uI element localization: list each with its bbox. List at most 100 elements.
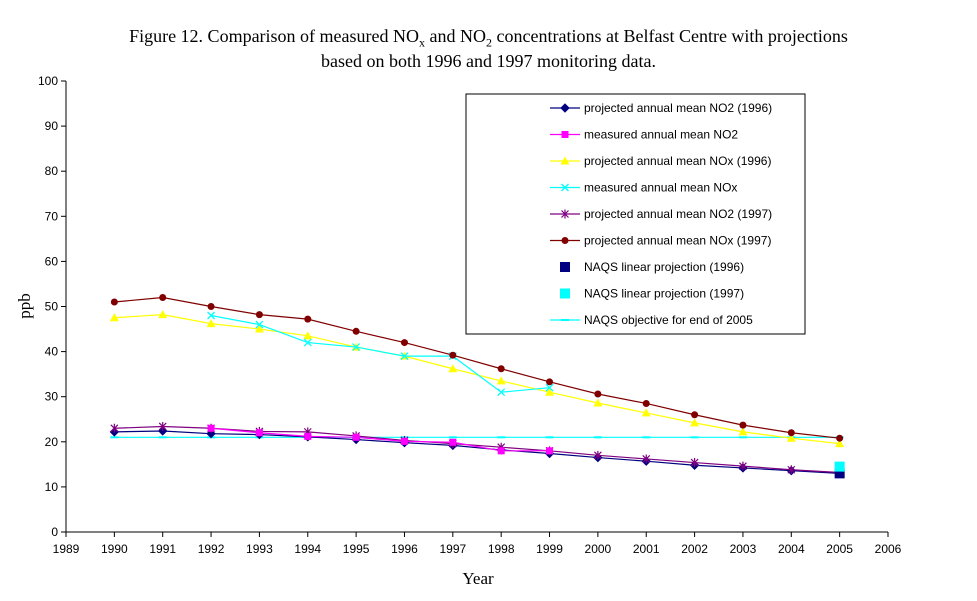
x-tick-label: 2003 xyxy=(730,542,757,556)
legend-marker xyxy=(560,156,570,165)
data-point xyxy=(400,352,409,361)
data-point xyxy=(593,450,602,460)
data-point xyxy=(642,454,651,464)
data-point xyxy=(690,418,700,427)
y-tick-label: 80 xyxy=(45,164,59,178)
legend-marker xyxy=(560,288,570,299)
legend-label: projected annual mean NOx (1997) xyxy=(584,234,771,248)
data-point xyxy=(594,390,602,398)
y-tick-label: 70 xyxy=(45,209,59,223)
legend-marker xyxy=(560,103,570,113)
legend-label: NAQS linear projection (1996) xyxy=(584,260,744,274)
legend-label: projected annual mean NO2 (1996) xyxy=(584,101,772,115)
data-point xyxy=(255,429,263,437)
x-tick-label: 2006 xyxy=(875,542,902,556)
data-point xyxy=(497,447,505,455)
data-point xyxy=(739,421,747,429)
y-tick-label: 100 xyxy=(38,74,58,88)
data-point xyxy=(352,343,361,352)
data-point xyxy=(207,303,215,310)
data-point xyxy=(786,433,796,442)
axes: 0 10 20 30 40 50 60 70 80 90 100 1989 1990 1991 1992 19… xyxy=(38,74,902,556)
data-point xyxy=(352,433,360,441)
chart-title-line-1: Figure 12. Comparison of measured NOx an… xyxy=(129,26,848,50)
data-point xyxy=(255,311,263,319)
x-tick-label: 2002 xyxy=(681,542,708,556)
legend-marker xyxy=(561,131,569,138)
data-point xyxy=(738,427,748,436)
series-line xyxy=(114,430,840,474)
data-point xyxy=(304,432,312,440)
data-point xyxy=(303,331,313,340)
series-line xyxy=(210,314,550,393)
data-point xyxy=(496,376,506,385)
legend: projected annual mean NO2 (1996) measured… xyxy=(465,93,806,335)
data-point xyxy=(207,311,216,320)
data-point xyxy=(690,458,699,468)
x-tick-label: 1993 xyxy=(246,542,273,556)
data-point xyxy=(159,293,167,301)
data-point xyxy=(110,298,118,306)
data-point xyxy=(254,324,264,333)
y-tick-label: 10 xyxy=(45,480,59,494)
legend-marker xyxy=(561,183,569,192)
data-point xyxy=(787,465,796,475)
legend-label: NAQS linear projection (1997) xyxy=(584,287,744,301)
y-tick-label: 60 xyxy=(45,254,59,268)
y-tick-label: 30 xyxy=(45,390,59,404)
data-point xyxy=(546,378,554,386)
x-tick-label: 1996 xyxy=(391,542,418,556)
y-tick-label: 50 xyxy=(45,300,59,314)
data-point xyxy=(642,399,650,407)
data-point xyxy=(158,310,168,319)
legend-label: NAQS objective for end of 2005 xyxy=(584,313,753,327)
data-point xyxy=(739,461,747,471)
series-6 xyxy=(834,468,845,479)
legend-box xyxy=(465,93,806,335)
data-point xyxy=(641,408,651,417)
data-point xyxy=(304,315,312,323)
series-7 xyxy=(834,461,845,472)
data-point xyxy=(449,351,457,359)
data-point xyxy=(255,320,264,329)
data-point xyxy=(593,398,603,407)
x-tick-label: 2005 xyxy=(826,542,853,556)
legend-marker xyxy=(561,237,569,244)
x-tick-label: 2004 xyxy=(778,542,805,556)
x-tick-label: 1991 xyxy=(149,542,176,556)
x-tick-label: 1995 xyxy=(343,542,370,556)
legend-marker xyxy=(560,262,570,272)
x-tick-label: 1990 xyxy=(101,542,128,556)
series-0 xyxy=(109,426,845,479)
data-point xyxy=(448,364,458,373)
series-line xyxy=(114,425,840,474)
data-point xyxy=(787,429,795,437)
data-point xyxy=(834,468,845,479)
data-point xyxy=(110,423,119,433)
x-axis-title: Year xyxy=(462,569,494,588)
data-point xyxy=(449,438,457,446)
data-point xyxy=(158,421,167,431)
legend-label: measured annual mean NO2 xyxy=(584,128,738,142)
data-point xyxy=(545,387,555,396)
data-point xyxy=(352,327,360,335)
legend-label: projected annual mean NO2 (1997) xyxy=(584,207,772,221)
series-layer xyxy=(109,293,845,479)
data-point xyxy=(109,313,119,322)
data-point xyxy=(546,447,554,455)
data-point xyxy=(835,439,845,448)
data-point xyxy=(497,388,506,397)
legend-marker xyxy=(561,209,569,219)
y-tick-label: 0 xyxy=(51,525,58,539)
data-point xyxy=(834,461,845,472)
x-tick-label: 1992 xyxy=(198,542,225,556)
data-point xyxy=(545,383,554,392)
y-axis-title: ppb xyxy=(15,293,34,319)
data-point xyxy=(400,339,408,347)
x-tick-label: 2001 xyxy=(633,542,660,556)
data-point xyxy=(497,365,505,373)
y-tick-label: 40 xyxy=(45,345,59,359)
x-tick-label: 1989 xyxy=(53,542,80,556)
series-line xyxy=(114,296,840,439)
